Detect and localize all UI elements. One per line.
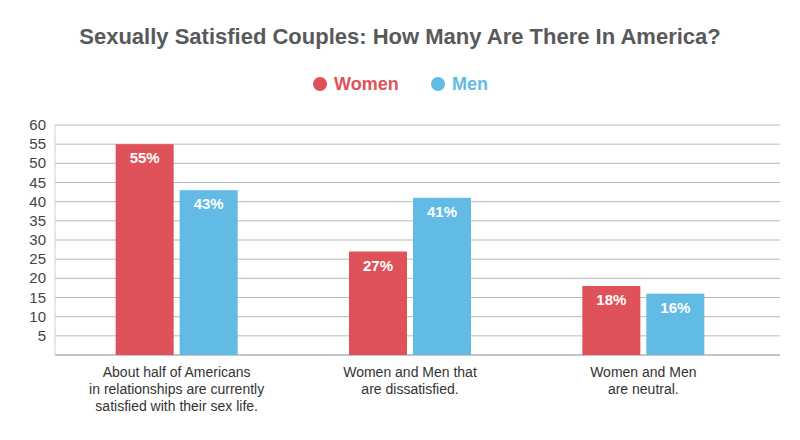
data-label: 43% <box>194 195 224 212</box>
y-tick-label: 5 <box>38 327 46 344</box>
y-tick-label: 30 <box>29 231 46 248</box>
chart-container: Sexually Satisfied Couples: How Many Are… <box>0 0 800 440</box>
x-tick-label-line: in relationships are currently <box>89 381 264 397</box>
data-label: 18% <box>596 291 626 308</box>
data-label: 16% <box>660 299 690 316</box>
bar <box>349 252 407 356</box>
grid-line <box>55 125 780 126</box>
bar <box>413 198 471 355</box>
y-tick-label: 40 <box>29 193 46 210</box>
x-tick-label-line: are neutral. <box>608 381 679 397</box>
bar <box>180 190 238 355</box>
x-tick-label: About half of Americansin relationships … <box>89 364 264 414</box>
y-tick-label: 50 <box>29 154 46 171</box>
x-tick-label-line: Women and Men that <box>343 364 477 380</box>
x-tick-label-line: About half of Americans <box>103 364 251 380</box>
x-tick-label: Women and Menare neutral. <box>590 364 696 397</box>
bar <box>116 144 174 355</box>
data-label: 27% <box>363 257 393 274</box>
legend-label: Women <box>334 74 399 94</box>
y-tick-label: 10 <box>29 308 46 325</box>
data-label: 55% <box>130 149 160 166</box>
y-tick-label: 35 <box>29 212 46 229</box>
bars <box>116 144 705 355</box>
y-tick-label: 45 <box>29 174 46 191</box>
data-labels: 55% 43% 27% 41% 18% 16% <box>130 149 691 315</box>
bar <box>646 294 704 355</box>
chart-svg: Sexually Satisfied Couples: How Many Are… <box>0 0 800 440</box>
legend-swatch <box>431 77 445 91</box>
legend-swatch <box>313 77 327 91</box>
y-tick-label: 15 <box>29 289 46 306</box>
y-tick-label: 25 <box>29 250 46 267</box>
y-tick-label: 60 <box>29 116 46 133</box>
y-axis-line <box>55 125 56 355</box>
chart-title: Sexually Satisfied Couples: How Many Are… <box>79 24 720 49</box>
x-tick-label-line: satisfied with their sex life. <box>95 398 258 414</box>
x-tick-label-line: are dissatisfied. <box>361 381 458 397</box>
data-label: 41% <box>427 203 457 220</box>
legend-label: Men <box>452 74 488 94</box>
y-tick-label: 20 <box>29 269 46 286</box>
x-axis-labels: About half of Americansin relationships … <box>89 364 696 414</box>
y-tick-label: 55 <box>29 135 46 152</box>
x-tick-label: Women and Men thatare dissatisfied. <box>343 364 477 397</box>
legend: Women Men <box>313 74 488 94</box>
x-tick-label-line: Women and Men <box>590 364 696 380</box>
bar <box>582 286 640 355</box>
